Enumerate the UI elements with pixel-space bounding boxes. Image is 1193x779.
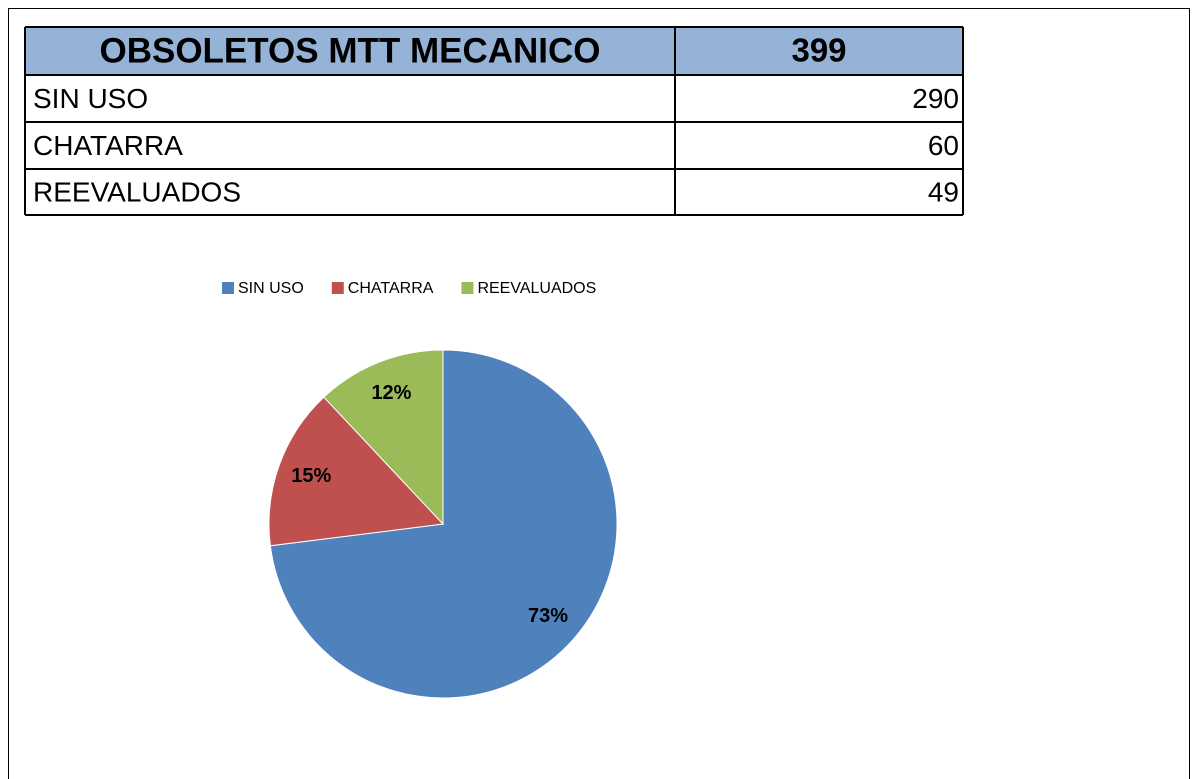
table-header-bg	[25, 27, 963, 75]
legend-swatch	[222, 282, 234, 294]
header-total: 399	[791, 32, 846, 69]
header-title: OBSOLETOS MTT MECANICO	[99, 31, 600, 70]
legend-swatch	[461, 282, 474, 294]
legend-label: CHATARRA	[348, 280, 434, 297]
legend-label: SIN USO	[238, 280, 304, 297]
pie-slice	[269, 349, 618, 699]
row-label: SIN USO	[33, 83, 148, 114]
slice-label: 15%	[291, 465, 331, 487]
row-value: 60	[928, 130, 959, 161]
pie-slice	[268, 396, 445, 547]
row-value: 49	[928, 176, 959, 207]
legend-swatch	[331, 282, 344, 294]
slice-label: 12%	[371, 382, 411, 404]
legend-label: REEVALUADOS	[477, 280, 596, 297]
row-value: 290	[912, 83, 959, 114]
slice-label: 73%	[528, 605, 568, 627]
row-label: REEVALUADOS	[33, 176, 241, 207]
row-label: CHATARRA	[33, 130, 183, 161]
pie-slice	[323, 349, 444, 526]
